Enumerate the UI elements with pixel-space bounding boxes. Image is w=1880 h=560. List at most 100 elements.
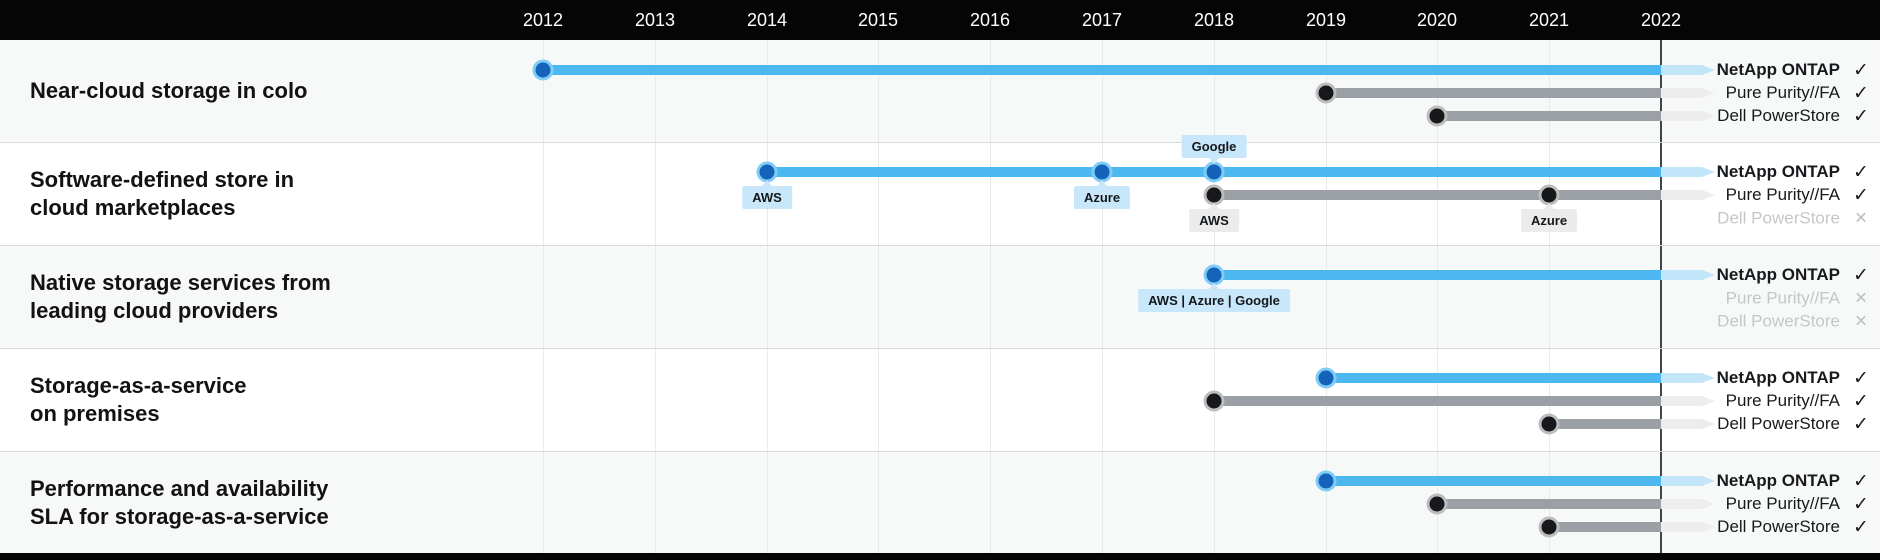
vendor-status-pure-purity-fa-row-4: Pure Purity//FA ✓: [1726, 391, 1872, 411]
check-icon: ✓: [1853, 82, 1869, 104]
bar-fade-dell-powerstore: [1661, 522, 1702, 532]
grid-line-2012: [543, 40, 544, 554]
marker-label-azure: Azure: [1073, 186, 1131, 209]
bar-netapp-ontap: [534, 65, 1661, 75]
bar-arrow-dell-powerstore: [1702, 111, 1715, 121]
start-dot-pure-purity-fa: [1426, 493, 1448, 515]
check-icon: ✓: [1853, 413, 1869, 435]
bar-arrow-pure-purity-fa: [1702, 396, 1715, 406]
vendor-status-netapp-ontap-row-1: NetApp ONTAP ✓: [1717, 60, 1872, 80]
vendor-status-pure-purity-fa-row-1: Pure Purity//FA ✓: [1726, 83, 1872, 103]
start-dot-dell-powerstore: [1538, 516, 1560, 538]
bar-fade-netapp-ontap: [1661, 270, 1702, 280]
grid-line-2019: [1326, 40, 1327, 554]
bar-dell-powerstore: [1428, 111, 1661, 121]
vendor-name: NetApp ONTAP: [1716, 471, 1840, 490]
check-icon: ✓: [1853, 59, 1869, 81]
year-label-2015: 2015: [857, 10, 899, 30]
vendor-name: NetApp ONTAP: [1716, 60, 1840, 79]
bar-dell-powerstore: [1540, 522, 1661, 532]
marker-label-aws: AWS: [742, 186, 792, 209]
vendor-status-pure-purity-fa-row-5: Pure Purity//FA ✓: [1726, 494, 1872, 514]
row-title-line: Software-defined store in: [30, 166, 295, 192]
row-title-4: Storage-as-a-service on premises: [30, 372, 246, 428]
vendor-name: Dell PowerStore: [1717, 106, 1840, 125]
vendor-name: Pure Purity//FA: [1725, 288, 1840, 307]
row-title-3: Native storage services from leading clou…: [30, 269, 331, 325]
bar-pure-purity-fa: [1205, 190, 1661, 200]
cross-icon: ×: [1854, 286, 1868, 310]
vendor-status-pure-purity-fa-row-2: Pure Purity//FA ✓: [1726, 185, 1872, 205]
current-year-line: [1660, 40, 1662, 554]
year-label-2021: 2021: [1528, 10, 1570, 30]
bar-pure-purity-fa: [1428, 499, 1661, 509]
grid-line-2016: [990, 40, 991, 554]
year-axis-header: 2012 2013 2014 2015 2016 2017 2018 2019 2020 2021…: [0, 0, 1880, 40]
milestone-dot-2018: [1203, 161, 1225, 183]
bar-fade-netapp-ontap: [1661, 65, 1702, 75]
row-title-line: Storage-as-a-service: [30, 372, 247, 398]
vendor-status-netapp-ontap-row-2: NetApp ONTAP ✓: [1717, 162, 1872, 182]
marker-label-azure-pointer: [1096, 180, 1108, 187]
year-label-2013: 2013: [634, 10, 676, 30]
start-dot-netapp-ontap: [1315, 367, 1337, 389]
bar-arrow-netapp-ontap: [1702, 270, 1715, 280]
marker-label-aws: AWS: [1189, 209, 1239, 232]
bar-fade-pure-purity-fa: [1661, 396, 1702, 406]
bar-arrow-netapp-ontap: [1702, 476, 1715, 486]
bar-fade-netapp-ontap: [1661, 167, 1702, 177]
vendor-status-netapp-ontap-row-3: NetApp ONTAP ✓: [1717, 265, 1872, 285]
row-title-5: Performance and availability SLA for stor…: [30, 475, 329, 531]
marker-label-azure-pointer: [1543, 203, 1555, 210]
vendor-name: Dell PowerStore: [1717, 414, 1840, 433]
vendor-name: NetApp ONTAP: [1716, 368, 1840, 387]
cross-icon: ×: [1854, 309, 1868, 333]
vendor-name: Pure Purity//FA: [1725, 494, 1840, 513]
bar-arrow-dell-powerstore: [1702, 419, 1715, 429]
check-icon: ✓: [1853, 184, 1869, 206]
bar-fade-pure-purity-fa: [1661, 499, 1702, 509]
vendor-name: NetApp ONTAP: [1716, 162, 1840, 181]
start-dot-pure-purity-fa: [1203, 390, 1225, 412]
bar-arrow-netapp-ontap: [1702, 167, 1715, 177]
row-title-line: Native storage services from: [30, 269, 331, 295]
row-band-3: [0, 245, 1880, 348]
bar-fade-netapp-ontap: [1661, 373, 1702, 383]
year-label-2018: 2018: [1193, 10, 1235, 30]
bar-arrow-pure-purity-fa: [1702, 190, 1715, 200]
vendor-status-dell-powerstore-row-1: Dell PowerStore ✓: [1717, 106, 1872, 126]
check-icon: ✓: [1853, 105, 1869, 127]
bar-fade-netapp-ontap: [1661, 476, 1702, 486]
vendor-status-dell-powerstore-row-3: Dell PowerStore ×: [1717, 311, 1872, 332]
bar-fade-pure-purity-fa: [1661, 88, 1702, 98]
row-title-2: Software-defined store in cloud marketpla…: [30, 166, 294, 222]
row-title-line: SLA for storage-as-a-service: [30, 503, 329, 529]
bar-arrow-pure-purity-fa: [1702, 88, 1715, 98]
check-icon: ✓: [1853, 367, 1869, 389]
check-icon: ✓: [1853, 264, 1869, 286]
bar-netapp-ontap: [1317, 476, 1661, 486]
bar-netapp-ontap: [1205, 270, 1661, 280]
marker-label-google: Google: [1181, 135, 1247, 158]
start-dot-pure-purity-fa: [1315, 82, 1337, 104]
bar-fade-pure-purity-fa: [1661, 190, 1702, 200]
bar-arrow-dell-powerstore: [1702, 522, 1715, 532]
check-icon: ✓: [1853, 516, 1869, 538]
bar-pure-purity-fa: [1317, 88, 1661, 98]
bar-dell-powerstore: [1540, 419, 1661, 429]
year-label-2016: 2016: [969, 10, 1011, 30]
vendor-status-dell-powerstore-row-2: Dell PowerStore ×: [1717, 208, 1872, 229]
year-label-2022: 2022: [1640, 10, 1682, 30]
row-title-line: Performance and availability: [30, 475, 329, 501]
vendor-name: NetApp ONTAP: [1716, 265, 1840, 284]
row-title-line: cloud marketplaces: [30, 194, 236, 220]
year-label-2012: 2012: [522, 10, 564, 30]
footer-bar: [0, 553, 1880, 560]
year-label-2019: 2019: [1305, 10, 1347, 30]
vendor-status-netapp-ontap-row-5: NetApp ONTAP ✓: [1717, 471, 1872, 491]
row-separator-1: [0, 142, 1880, 143]
check-icon: ✓: [1853, 390, 1869, 412]
vendor-name: Pure Purity//FA: [1725, 391, 1840, 410]
grid-line-2020: [1437, 40, 1438, 554]
row-title-line: on premises: [30, 400, 160, 426]
